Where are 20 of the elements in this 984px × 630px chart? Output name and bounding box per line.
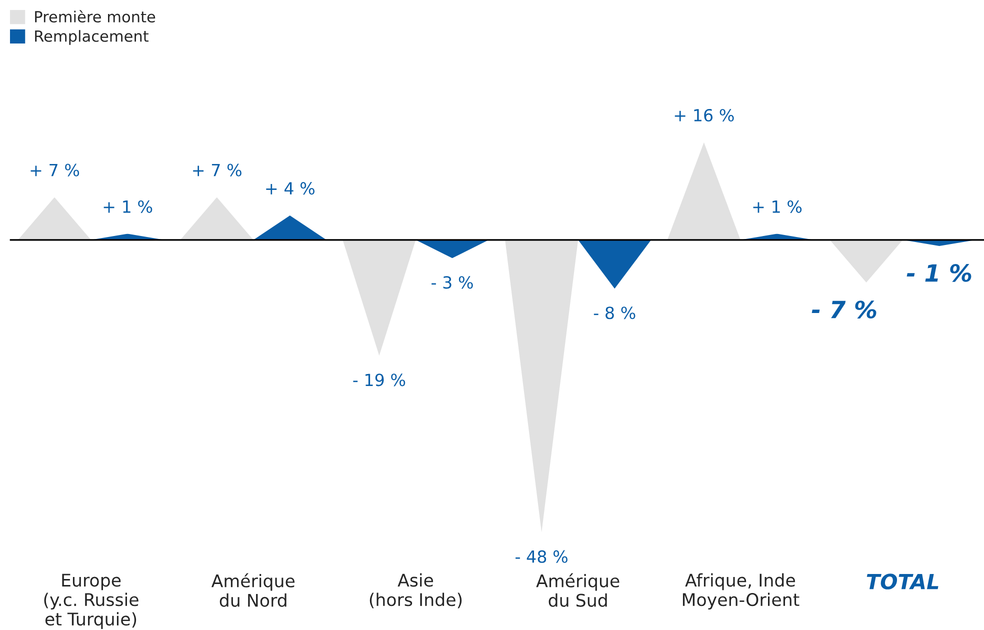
data-label: - 48 % <box>516 550 568 563</box>
data-label: + 16 % <box>674 108 734 122</box>
data-label: - 19 % <box>353 374 406 386</box>
data-label: + 1 % <box>104 200 152 213</box>
x-tick-label: Amérique du Nord <box>211 573 295 607</box>
x-tick-label: Afrique, Inde Moyen-Orient <box>682 573 800 610</box>
x-tick-label: Asie (hors Inde) <box>370 573 462 608</box>
data-label: - 1 % <box>906 264 972 282</box>
data-label: + 7 % <box>193 164 242 176</box>
legend-label: Première monte <box>35 10 156 23</box>
legend-label: Remplacement <box>35 30 149 45</box>
x-tick-label: Europe (y.c. Russie et Turquie) <box>44 574 138 629</box>
data-label: - 3 % <box>432 276 473 289</box>
x-tick-label: TOTAL <box>866 574 938 590</box>
data-label: + 7 % <box>30 164 80 176</box>
data-label: - 8 % <box>594 306 636 320</box>
data-label: + 4 % <box>266 182 314 195</box>
data-label: + 1 % <box>753 200 802 213</box>
x-tick-label: Amérique du Sud <box>536 573 620 607</box>
data-label: - 7 % <box>812 300 876 318</box>
